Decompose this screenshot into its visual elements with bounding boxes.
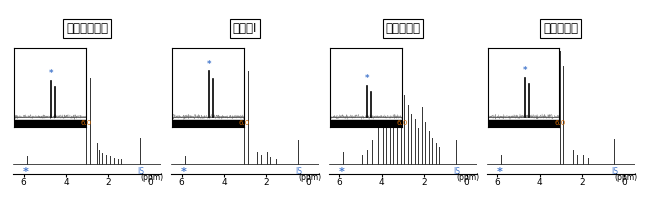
Text: (ppm): (ppm) <box>140 173 163 182</box>
Text: (ppm): (ppm) <box>298 173 321 182</box>
Text: *: * <box>181 167 187 177</box>
Title: 清消飲料水: 清消飲料水 <box>543 22 578 35</box>
Title: キャンディー: キャンディー <box>66 22 108 35</box>
Title: ゼリーI: ゼリーI <box>233 22 257 35</box>
Text: IS: IS <box>137 167 144 176</box>
Text: IS: IS <box>295 167 302 176</box>
Text: IS: IS <box>611 167 618 176</box>
Text: *: * <box>497 167 502 177</box>
Text: *: * <box>339 167 345 177</box>
Text: IS: IS <box>453 167 460 176</box>
Text: *: * <box>23 167 29 177</box>
Title: ビスケット: ビスケット <box>385 22 421 35</box>
Text: (ppm): (ppm) <box>456 173 479 182</box>
Text: (ppm): (ppm) <box>614 173 637 182</box>
